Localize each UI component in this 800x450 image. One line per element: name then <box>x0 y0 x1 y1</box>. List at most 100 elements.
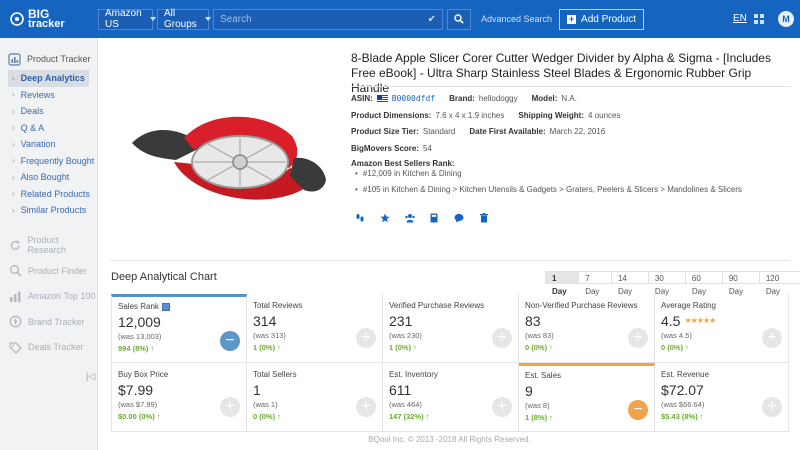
plus-icon: + <box>567 13 577 24</box>
plus-icon[interactable]: + <box>492 328 512 348</box>
sidebar-item-label: Product Finder <box>28 265 88 276</box>
product-tracker-icon <box>8 52 21 66</box>
checkmark-icon[interactable]: ✔ <box>427 13 436 25</box>
product-action-icons <box>355 213 504 223</box>
sidebar-item-reviews[interactable]: › Reviews <box>0 87 97 104</box>
footprints-icon[interactable] <box>355 213 365 223</box>
plus-icon[interactable]: + <box>220 397 240 417</box>
sidebar-item-product-research[interactable]: Product Research <box>0 234 97 256</box>
minus-icon[interactable]: − <box>628 400 648 420</box>
plus-icon[interactable]: + <box>356 397 376 417</box>
compass-icon <box>9 316 22 328</box>
sidebar-item-deep-analytics[interactable]: › Deep Analytics <box>8 70 89 87</box>
chart-toggle-icon[interactable] <box>161 302 170 311</box>
card-non-verified-reviews[interactable]: Non-Verified Purchase Reviews 83 (was 83… <box>519 294 655 363</box>
card-change: 1 (8%) ↑ <box>525 413 553 422</box>
sidebar-item-related-products[interactable]: › Related Products <box>0 186 97 203</box>
card-average-rating[interactable]: Average Rating 4.5 ★★★★★ (was 4.5) 0 (0%)… <box>655 294 789 363</box>
range-7-day[interactable]: 7 Day <box>578 271 612 296</box>
marketplace-select[interactable]: Amazon US <box>98 8 156 30</box>
sidebar-item-product-finder[interactable]: Product Finder <box>0 260 97 282</box>
trash-icon[interactable] <box>479 213 489 223</box>
card-previous-value: (was 8) <box>525 401 550 410</box>
plus-icon[interactable]: + <box>628 328 648 348</box>
advanced-search-link[interactable]: Advanced Search <box>481 14 553 24</box>
metric-cards: Sales Rank 12,009 (was 13,003) 994 (8%) … <box>111 294 789 432</box>
sidebar-item-deals-tracker[interactable]: Deals Tracker <box>0 336 97 358</box>
chevron-right-icon: › <box>12 123 15 133</box>
users-icon[interactable] <box>404 213 415 223</box>
card-label: Sales Rank <box>118 302 159 311</box>
sidebar-item-brand-tracker[interactable]: Brand Tracker <box>0 311 97 333</box>
range-30-day[interactable]: 30 Day <box>647 271 686 296</box>
sidebar-item-label: Deep Analytics <box>20 73 85 84</box>
card-label: Non-Verified Purchase Reviews <box>525 301 638 310</box>
chevron-right-icon: › <box>12 90 15 100</box>
plus-icon[interactable]: + <box>762 397 782 417</box>
card-previous-value: (was 1) <box>253 400 278 409</box>
star-icon[interactable] <box>380 213 390 223</box>
sidebar-item-deals[interactable]: › Deals <box>0 103 97 120</box>
bigtracker-logo[interactable]: BIG tracker <box>0 0 98 38</box>
range-90-day[interactable]: 90 Day <box>721 271 760 296</box>
card-est-revenue[interactable]: Est. Revenue $72.07 (was $66.64) $5.43 (… <box>655 363 789 432</box>
card-verified-reviews[interactable]: Verified Purchase Reviews 231 (was 230) … <box>383 294 519 363</box>
chevron-right-icon: › <box>12 189 15 199</box>
add-product-button[interactable]: + Add Product <box>559 8 645 30</box>
sidebar-item-similar-products[interactable]: › Similar Products <box>0 202 97 219</box>
top-navigation-bar: BIG tracker Amazon US All Groups Search ✔… <box>0 0 800 38</box>
language-selector[interactable]: EN <box>733 13 747 24</box>
card-buy-box-price[interactable]: Buy Box Price $7.99 (was $7.99) $0.00 (0… <box>111 363 247 432</box>
collapse-sidebar-icon[interactable]: |◁ <box>86 371 96 381</box>
sidebar-item-amazon-top-100[interactable]: Amazon Top 100 <box>0 285 97 307</box>
search-button[interactable] <box>447 8 471 30</box>
card-previous-value: (was 13,003) <box>118 332 162 341</box>
sidebar-item-also-bought[interactable]: › Also Bought <box>0 169 97 186</box>
chevron-right-icon: › <box>12 205 15 215</box>
card-value: 1 <box>253 382 261 398</box>
sidebar-item-variation[interactable]: › Variation <box>0 136 97 153</box>
card-change: $5.43 (8%) ↑ <box>661 412 704 421</box>
search-input[interactable]: Search ✔ <box>213 8 443 30</box>
product-title: 8-Blade Apple Slicer Corer Cutter Wedger… <box>351 51 771 95</box>
range-60-day[interactable]: 60 Day <box>684 271 723 296</box>
plus-icon[interactable]: + <box>356 328 376 348</box>
chat-icon[interactable] <box>454 213 464 223</box>
apps-grid-icon[interactable] <box>754 14 764 24</box>
plus-icon[interactable]: + <box>492 397 512 417</box>
sidebar-section-product-tracker[interactable]: Product Tracker <box>0 48 97 70</box>
bsr-entry: #105 in Kitchen & Dining > Kitchen Utens… <box>355 185 742 194</box>
dimensions-label: Product Dimensions: <box>351 111 432 120</box>
model-label: Model: <box>531 94 558 103</box>
logo-text-big: BIG <box>28 7 50 21</box>
sidebar-item-label: Q & A <box>20 122 45 133</box>
card-est-sales[interactable]: Est. Sales 9 (was 8) 1 (8%) ↑ − <box>519 363 655 432</box>
card-total-reviews[interactable]: Total Reviews 314 (was 313) 1 (0%) ↑ + <box>247 294 383 363</box>
card-total-sellers[interactable]: Total Sellers 1 (was 1) 0 (0%) ↑ + <box>247 363 383 432</box>
product-image[interactable] <box>114 98 332 248</box>
range-1-day[interactable]: 1 Day <box>545 271 580 296</box>
calculator-icon[interactable] <box>429 213 439 223</box>
range-120-day[interactable]: 120 Day <box>758 271 800 296</box>
card-sales-rank[interactable]: Sales Rank 12,009 (was 13,003) 994 (8%) … <box>111 294 247 363</box>
user-avatar[interactable]: M <box>778 11 794 27</box>
minus-icon[interactable]: − <box>220 331 240 351</box>
asin-label: ASIN: <box>351 94 373 103</box>
sidebar-item-label: Similar Products <box>20 205 87 216</box>
group-select[interactable]: All Groups <box>157 8 211 30</box>
asin-value[interactable]: B0000dfdf <box>391 94 436 103</box>
sidebar-item-frequently-bought[interactable]: › Frequently Bought <box>0 153 97 170</box>
card-value: 9 <box>525 383 533 399</box>
sidebar-item-label: Also Bought <box>20 172 70 183</box>
card-est-inventory[interactable]: Est. Inventory 611 (was 464) 147 (32%) ↑… <box>383 363 519 432</box>
bigmovers-score-row: BigMovers Score: 54 <box>351 144 432 153</box>
card-previous-value: (was 83) <box>525 331 554 340</box>
range-14-day[interactable]: 14 Day <box>610 271 649 296</box>
card-change: 0 (0%) ↑ <box>253 412 281 421</box>
sidebar-item-qa[interactable]: › Q & A <box>0 120 97 137</box>
plus-icon[interactable]: + <box>762 328 782 348</box>
us-flag-icon <box>376 95 388 102</box>
group-value: All Groups <box>164 8 197 30</box>
card-label: Est. Sales <box>525 371 562 380</box>
brand-label: Brand: <box>449 94 475 103</box>
